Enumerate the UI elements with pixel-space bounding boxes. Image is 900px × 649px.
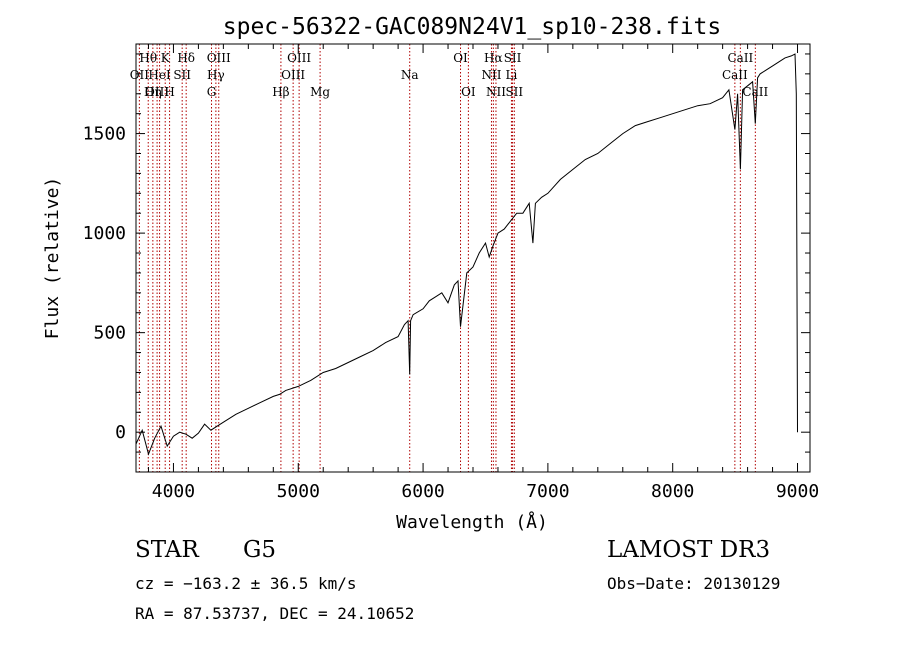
line-label-17: OI <box>453 51 468 65</box>
line-label-26: CaII <box>722 68 748 82</box>
line-label-14: Hβ <box>272 85 289 99</box>
line-label-20: SII <box>504 51 522 65</box>
line-label-9: OIII <box>207 51 231 65</box>
x-tick-label-4000: 4000 <box>152 481 195 502</box>
x-tick-label-7000: 7000 <box>526 481 569 502</box>
y-axis: 0 500 1000 1500 <box>83 53 810 473</box>
line-label-5: Hη <box>144 85 162 99</box>
line-label-21: NII <box>481 68 501 82</box>
coordinates: RA = 87.53737, DEC = 24.10652 <box>135 604 415 623</box>
line-label-13: OIII <box>281 68 305 82</box>
x-tick-label-5000: 5000 <box>277 481 320 502</box>
line-label-27: CaII <box>742 85 768 99</box>
line-label-12: OIII <box>287 51 311 65</box>
x-axis-label: Wavelength (Å) <box>396 511 548 533</box>
x-tick-label-9000: 9000 <box>776 481 819 502</box>
line-label-0: Hθ <box>139 51 157 65</box>
line-label-15: Mg <box>310 85 330 99</box>
line-label-24: SII <box>505 85 523 99</box>
survey-name: LAMOST DR3 <box>607 537 771 563</box>
redshift-velocity: cz = −163.2 ± 36.5 km/s <box>135 574 357 593</box>
line-label-1: OII <box>130 68 150 82</box>
x-tick-label-6000: 6000 <box>401 481 444 502</box>
line-label-18: OI <box>461 85 476 99</box>
observation-date: Obs−Date: 20130129 <box>607 574 781 593</box>
line-label-25: CaII <box>727 51 753 65</box>
y-tick-label-1000: 1000 <box>83 223 126 244</box>
plot-frame <box>135 43 811 473</box>
line-label-4: HeI <box>148 68 171 82</box>
spectrum-line <box>135 53 798 456</box>
x-axis: 4000 5000 6000 7000 8000 9000 <box>147 44 819 502</box>
object-subclass: G5 <box>243 537 277 563</box>
line-label-6: Hδ <box>177 51 195 65</box>
line-label-11: G <box>207 85 217 99</box>
line-label-23: NII <box>486 85 506 99</box>
line-label-8: H <box>164 85 174 99</box>
chart-title: spec-56322-GAC089N24V1_sp10-238.fits <box>223 14 722 40</box>
x-tick-label-8000: 8000 <box>651 481 694 502</box>
line-label-10: Hγ <box>207 68 225 82</box>
y-axis-label: Flux (relative) <box>42 177 63 340</box>
object-class: STAR <box>135 537 199 563</box>
y-tick-label-1500: 1500 <box>83 124 126 145</box>
line-label-22: Li <box>506 68 518 82</box>
y-tick-label-500: 500 <box>93 323 126 344</box>
line-label-2: OIII <box>145 85 169 99</box>
line-label-19: Hα <box>484 51 503 65</box>
line-label-7: SII <box>173 68 191 82</box>
spectral-line-markers <box>138 44 756 472</box>
y-tick-label-0: 0 <box>115 422 126 443</box>
line-label-16: Na <box>401 68 419 82</box>
line-label-3: K <box>161 51 171 65</box>
